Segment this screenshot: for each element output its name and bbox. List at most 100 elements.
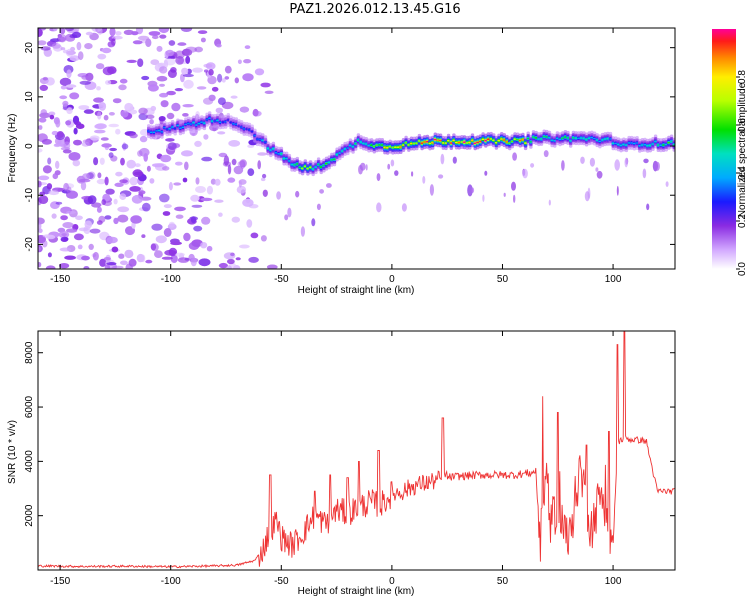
ridge-cell (380, 144, 384, 146)
ridge-cell (582, 137, 586, 140)
noise-cell (247, 144, 255, 148)
noise-cell (49, 114, 55, 120)
noise-cell (119, 193, 127, 201)
ridge-cell (332, 158, 337, 161)
noise-cell (235, 257, 241, 261)
smear-cell (482, 194, 485, 202)
ridge-cell (444, 142, 448, 144)
ridge-cell (431, 141, 435, 144)
noise-cell (160, 100, 169, 108)
ridge-cell (417, 140, 422, 142)
noise-cell (190, 194, 200, 202)
noise-cell (66, 186, 72, 194)
noise-cell (230, 95, 238, 99)
x-tick-label: 100 (605, 274, 622, 285)
ridge-cell (462, 141, 467, 143)
noise-cell (105, 188, 115, 195)
noise-cell (59, 95, 68, 100)
noise-cell (109, 147, 117, 152)
smear-cell (365, 164, 368, 171)
noise-cell (201, 216, 211, 225)
x-tick-label: 0 (389, 274, 395, 285)
noise-cell (174, 88, 183, 92)
ridge-cell (343, 148, 347, 150)
noise-cell (148, 31, 161, 36)
noise-cell (108, 152, 114, 158)
x-tick-label: 50 (497, 274, 509, 285)
ridge-cell (393, 146, 398, 148)
noise-cell (104, 176, 109, 186)
noise-cell (177, 42, 187, 46)
noise-cell (139, 135, 148, 143)
ridge-cell (356, 139, 361, 141)
y-tick-label: 20 (24, 42, 35, 54)
ridge-cell (316, 163, 321, 166)
noise-cell (152, 163, 164, 168)
smear-cell (422, 176, 426, 184)
ridge-cell (200, 121, 204, 123)
noise-cell (217, 131, 226, 135)
noise-cell (262, 189, 268, 197)
smear-cell (276, 191, 281, 200)
ridge-cell (311, 168, 315, 170)
noise-cell (48, 111, 56, 116)
ridge-cell (661, 144, 666, 146)
noise-cell (182, 48, 191, 56)
ridge-cell (184, 123, 188, 126)
x-tick-label: -100 (161, 274, 181, 285)
noise-cell (38, 228, 43, 233)
noise-cell (228, 140, 241, 147)
noise-cell (117, 214, 129, 223)
noise-cell (191, 204, 203, 208)
ridge-cell (401, 144, 406, 146)
noise-cell (183, 79, 194, 89)
ridge-cell (569, 140, 573, 142)
ridge-cell (635, 142, 639, 144)
ridge-cell (338, 152, 342, 154)
noise-cell (214, 178, 221, 186)
noise-cell (73, 127, 78, 135)
smear-cell (262, 173, 267, 179)
smear-cell (616, 185, 619, 196)
noise-cell (65, 120, 72, 126)
noise-cell (114, 182, 124, 187)
noise-cell (50, 38, 61, 43)
noise-cell (206, 245, 213, 252)
noise-cell (60, 215, 68, 221)
noise-cell (59, 28, 66, 35)
noise-cell (38, 125, 43, 130)
ridge-cell (457, 141, 461, 144)
noise-cell (162, 211, 171, 216)
colorbar-tick-label: 0.0 (737, 262, 748, 276)
smear-cell (522, 168, 528, 179)
ridge-cell (258, 138, 262, 141)
noise-cell (96, 178, 106, 185)
spectrogram-x-label: Height of straight line (km) (298, 285, 415, 296)
noise-cell (53, 117, 60, 125)
noise-cell (96, 86, 101, 91)
noise-cell (252, 108, 259, 117)
noise-cell (39, 28, 46, 31)
noise-cell (124, 249, 134, 259)
noise-cell (138, 107, 148, 115)
ridge-cell (189, 123, 193, 125)
noise-cell (88, 243, 94, 250)
noise-cell (131, 31, 139, 36)
ridge-cell (481, 138, 485, 141)
noise-cell (197, 30, 208, 34)
ridge-cell (478, 140, 483, 143)
noise-cell (53, 28, 58, 32)
ridge-cell (669, 140, 674, 143)
noise-cell (173, 182, 182, 186)
ridge-cell (415, 142, 419, 144)
noise-cell (46, 183, 53, 190)
smear-cell (484, 170, 488, 176)
noise-cell (94, 129, 106, 134)
snr-line (38, 331, 675, 569)
ridge-cell (468, 141, 472, 144)
noise-cell (165, 49, 174, 57)
noise-cell (239, 106, 250, 113)
noise-cell (93, 157, 99, 166)
ridge-cell (285, 157, 289, 160)
noise-cell (190, 257, 197, 267)
